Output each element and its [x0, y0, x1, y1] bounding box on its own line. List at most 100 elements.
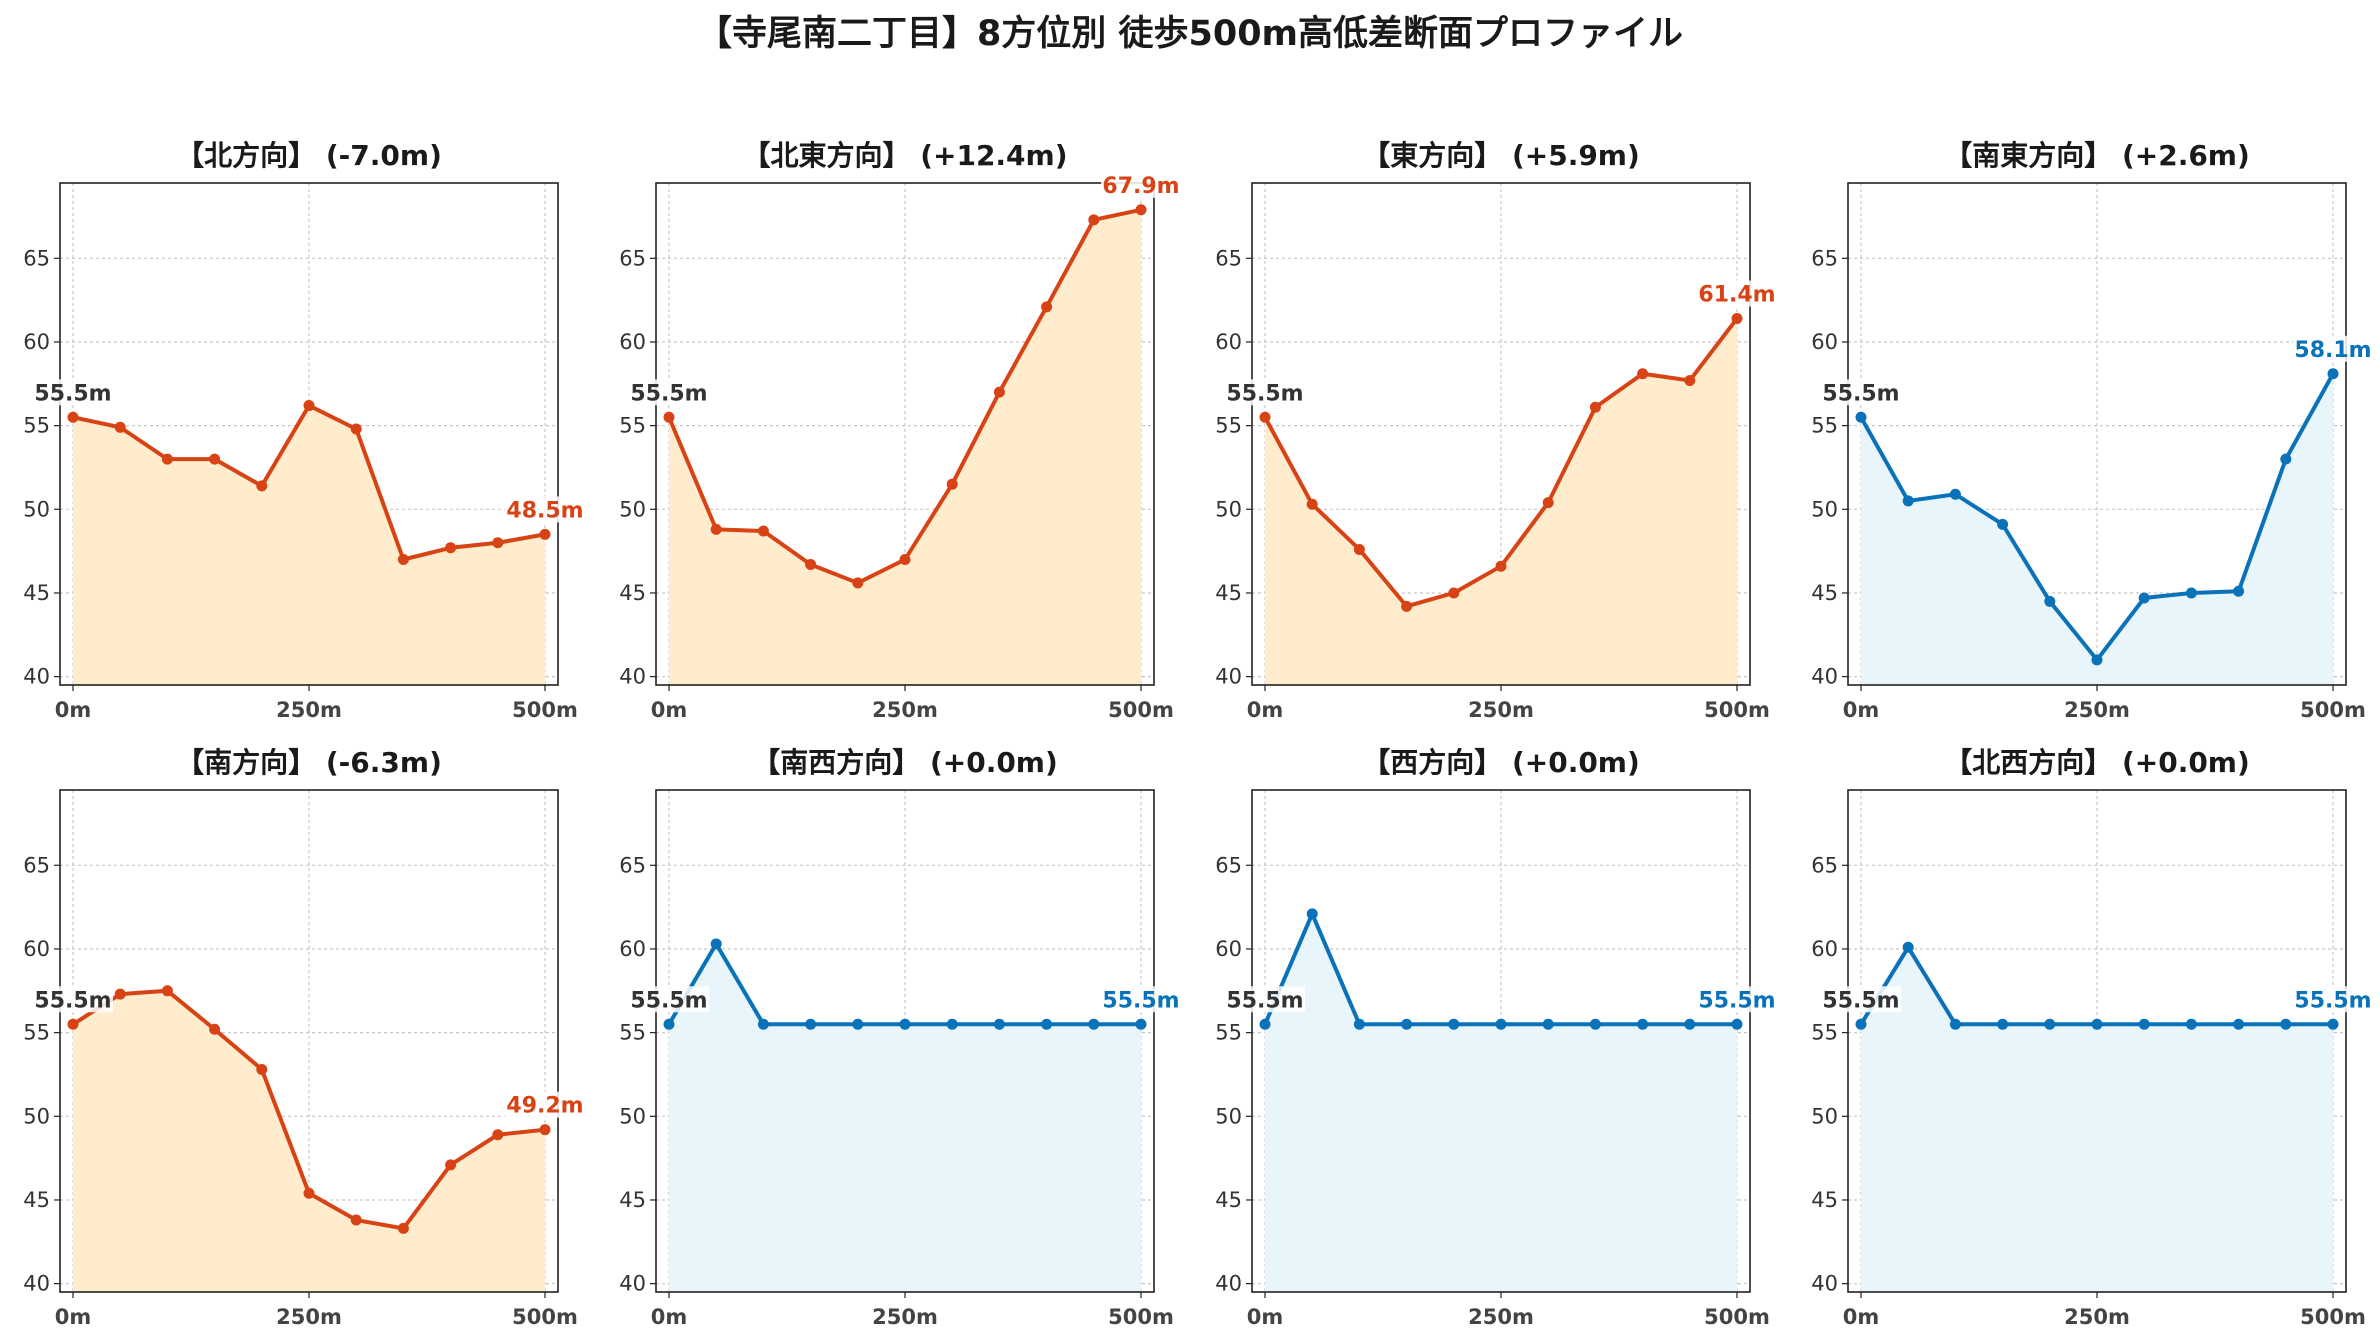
y-tick-label: 60 [1215, 937, 1242, 961]
end-label-box [1697, 986, 1777, 1013]
data-point [1855, 1018, 1867, 1030]
data-point [993, 1018, 1005, 1030]
axes-frame [655, 789, 1155, 1293]
data-point [1135, 204, 1147, 216]
y-tick-label: 60 [23, 937, 50, 961]
data-point [1306, 908, 1318, 920]
panel-title: 【南方向】 (-6.3m) [176, 746, 442, 779]
y-tick-label: 40 [1215, 1272, 1242, 1296]
data-point [2327, 1018, 2339, 1030]
start-label-box [1821, 379, 1901, 406]
panel-title: 【南西方向】 (+0.0m) [752, 746, 1058, 779]
data-point [1353, 543, 1365, 555]
data-point [397, 1222, 409, 1234]
end-label-box [1101, 986, 1181, 1013]
y-tick-label: 60 [23, 330, 50, 354]
x-tick-label: 0m [1247, 698, 1284, 722]
y-tick-label: 60 [619, 330, 646, 354]
data-point [1088, 1018, 1100, 1030]
data-point [2185, 1018, 2197, 1030]
y-tick-label: 65 [23, 246, 50, 270]
data-point [350, 1214, 362, 1226]
start-elevation-label: 55.5m [34, 381, 111, 406]
start-elevation-label: 55.5m [1822, 381, 1899, 406]
end-elevation-label: 49.2m [506, 1094, 583, 1119]
y-tick-label: 50 [1215, 1104, 1242, 1128]
data-point [539, 528, 551, 540]
data-point [710, 523, 722, 535]
data-point [852, 577, 864, 589]
data-point [2138, 592, 2150, 604]
end-label-box [2293, 986, 2373, 1013]
y-tick-label: 60 [1811, 937, 1838, 961]
data-point [256, 480, 268, 492]
y-tick-label: 60 [1811, 330, 1838, 354]
data-point [303, 1187, 315, 1199]
data-point [1088, 214, 1100, 226]
elevation-area [669, 209, 1141, 686]
end-elevation-label: 61.4m [1698, 283, 1775, 308]
data-point [2280, 1018, 2292, 1030]
y-tick-label: 60 [619, 937, 646, 961]
data-point [1448, 587, 1460, 599]
data-point [256, 1063, 268, 1075]
data-point [2185, 587, 2197, 599]
data-point [67, 411, 79, 423]
y-tick-label: 45 [619, 581, 646, 605]
data-point [2091, 1018, 2103, 1030]
start-label-box [33, 379, 113, 406]
y-tick-label: 55 [1215, 1021, 1242, 1045]
start-label-box [33, 986, 113, 1013]
x-tick-label: 250m [2064, 1305, 2130, 1329]
y-tick-label: 55 [1811, 1021, 1838, 1045]
data-point [114, 421, 126, 433]
y-tick-label: 40 [1215, 665, 1242, 689]
data-point [1589, 401, 1601, 413]
x-tick-label: 500m [512, 698, 578, 722]
data-point [993, 386, 1005, 398]
axes-frame [1251, 182, 1751, 686]
y-tick-label: 40 [1811, 1272, 1838, 1296]
data-point [757, 1018, 769, 1030]
end-elevation-label: 48.5m [506, 498, 583, 523]
data-point [209, 1023, 221, 1035]
x-tick-label: 500m [2300, 698, 2366, 722]
y-tick-label: 40 [1811, 665, 1838, 689]
y-tick-label: 65 [619, 853, 646, 877]
profile-panel: 【南西方向】 (+0.0m) 40 45 50 55 60 65 0m 250m 500m 55.5… [619, 746, 1181, 1329]
data-point [1902, 941, 1914, 953]
data-point [1589, 1018, 1601, 1030]
y-tick-label: 40 [619, 665, 646, 689]
y-tick-label: 55 [619, 414, 646, 438]
end-elevation-label: 55.5m [1698, 988, 1775, 1013]
data-point [1731, 1018, 1743, 1030]
x-tick-label: 250m [1468, 698, 1534, 722]
data-point [2044, 1018, 2056, 1030]
elevation-area [73, 405, 545, 685]
end-label-box [2293, 335, 2373, 362]
y-tick-label: 65 [1811, 246, 1838, 270]
x-tick-label: 500m [1108, 1305, 1174, 1329]
axes-frame [59, 789, 559, 1293]
x-tick-label: 0m [1843, 698, 1880, 722]
data-point [492, 537, 504, 549]
y-tick-label: 60 [1215, 330, 1242, 354]
data-point [1684, 374, 1696, 386]
y-tick-label: 45 [619, 1188, 646, 1212]
y-tick-label: 45 [1215, 1188, 1242, 1212]
data-point [805, 559, 817, 571]
start-elevation-label: 55.5m [34, 988, 111, 1013]
data-point [1448, 1018, 1460, 1030]
x-tick-label: 250m [276, 1305, 342, 1329]
data-point [946, 478, 958, 490]
elevation-area [1265, 318, 1737, 685]
end-elevation-label: 55.5m [2294, 988, 2371, 1013]
data-point [2138, 1018, 2150, 1030]
data-point [710, 938, 722, 950]
data-point [114, 988, 126, 1000]
axes-frame [1847, 182, 2347, 686]
x-tick-label: 250m [1468, 1305, 1534, 1329]
profile-panel: 【西方向】 (+0.0m) 40 45 50 55 60 65 0m 250m 500m 55.5m… [1215, 746, 1777, 1329]
data-point [1353, 1018, 1365, 1030]
